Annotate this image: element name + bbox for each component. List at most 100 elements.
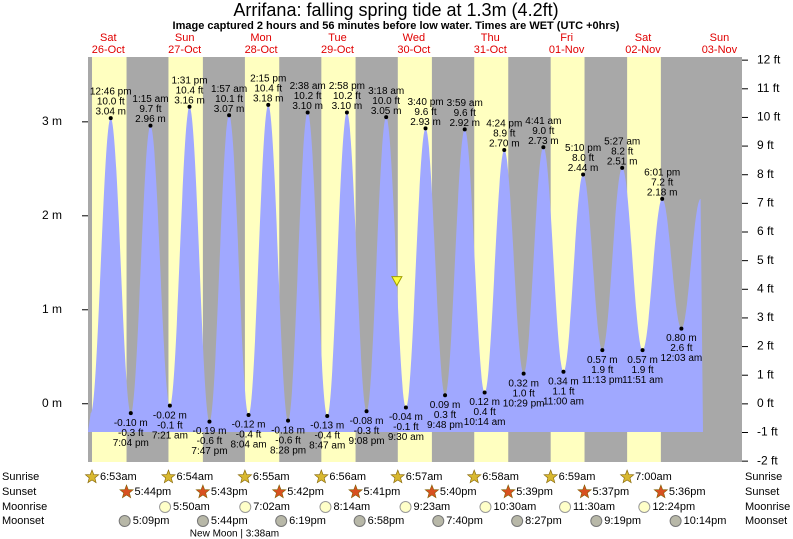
y-tick-label: 0 m (42, 396, 62, 410)
tide-m: 2.18 m (647, 188, 678, 199)
moonrise-icon (159, 501, 172, 513)
tide-time: 9:48 pm (427, 420, 463, 431)
tide-point (679, 326, 684, 331)
sunrise-icon (543, 469, 559, 484)
tide-time: 1:57 am (211, 84, 247, 95)
tide-ft: 8.9 ft (493, 129, 515, 140)
tide-point (640, 348, 645, 353)
tide-time: 3:59 am (447, 98, 483, 109)
row-label: Sunset (2, 486, 36, 498)
moonset-time: 6:58pm (368, 515, 405, 527)
y2-tick-label: 1 ft (757, 367, 774, 381)
sunrise-icon (466, 469, 482, 484)
y2-tick-label: 3 ft (757, 310, 774, 324)
tide-point (187, 104, 192, 109)
tide-time: 5:27 am (604, 137, 640, 148)
tide-time: 11:13 pm (582, 375, 623, 386)
moonrise-icon (479, 501, 492, 513)
tide-ft: 10.4 ft (176, 85, 204, 96)
tide-m: -0.19 m (193, 426, 227, 437)
sunset-time: 5:44pm (135, 486, 172, 498)
tide-ft: 1.1 ft (552, 386, 574, 397)
sunrise-icon (84, 469, 100, 484)
tide-point (660, 196, 665, 201)
tide-time: 4:24 pm (486, 119, 522, 130)
tide-time: 10:14 am (464, 417, 506, 428)
tide-m: 2.51 m (607, 157, 638, 168)
moonset-time: 10:14pm (684, 515, 727, 527)
moonrise-time: 5:50am (173, 501, 210, 513)
sunset-time: 5:39pm (516, 486, 553, 498)
tide-point (128, 411, 133, 416)
tide-m: 0.12 m (469, 397, 500, 408)
day-date: 27-Oct (168, 44, 201, 56)
tide-m: -0.02 m (153, 410, 187, 421)
tide-time: 8:28 pm (270, 445, 306, 456)
day-name: Sat (100, 32, 117, 44)
tide-point (325, 413, 330, 418)
tide-m: 2.92 m (449, 118, 480, 129)
y-tick-label: 1 m (42, 302, 62, 316)
tide-m: 3.10 m (332, 101, 363, 112)
row-label-right: Sunset (745, 486, 779, 498)
day-date: 01-Nov (549, 44, 585, 56)
tide-time: 10:29 pm (503, 398, 545, 409)
y-tick-label: 2 m (42, 208, 62, 222)
tide-m: -0.04 m (389, 412, 423, 423)
moonrise-icon (239, 501, 252, 513)
sunset-time: 5:36pm (669, 486, 706, 498)
tide-point (286, 418, 291, 423)
row-label-right: Moonrise (745, 501, 790, 513)
tide-point (443, 393, 448, 398)
tide-time: 11:51 am (622, 375, 663, 386)
tide-m: -0.13 m (310, 421, 344, 432)
sunset-time: 5:41pm (364, 486, 401, 498)
sunset-time: 5:43pm (211, 486, 248, 498)
tide-point (521, 371, 526, 376)
y2-tick-label: 10 ft (757, 110, 781, 124)
tide-point (305, 110, 310, 115)
moonrise-icon (399, 501, 412, 513)
day-name: Thu (481, 32, 500, 44)
day-name: Mon (250, 32, 271, 44)
tide-ft: 10.0 ft (97, 97, 125, 108)
tide-point (541, 145, 546, 150)
tide-m: 0.32 m (508, 378, 539, 389)
sunrise-icon (237, 469, 253, 484)
sunset-time: 5:37pm (593, 486, 630, 498)
sunrise-time: 6:57am (406, 471, 443, 483)
tide-area (88, 104, 703, 433)
tide-ft: 7.2 ft (651, 178, 673, 189)
tide-point (384, 115, 389, 120)
y2-tick-label: 7 ft (757, 196, 774, 210)
tide-m: -0.12 m (232, 420, 266, 431)
tide-point (148, 123, 153, 128)
moonset-icon (275, 515, 288, 527)
sunset-time: 5:40pm (440, 486, 477, 498)
moonrise-time: 7:02am (253, 501, 290, 513)
sunrise-icon (313, 469, 329, 484)
tide-m: 0.80 m (666, 333, 697, 344)
tide-point (227, 113, 232, 118)
tide-ft: 9.7 ft (139, 104, 161, 115)
moonrise-time: 11:30am (573, 501, 615, 513)
row-label: Moonrise (2, 501, 47, 513)
moonset-time: 6:19pm (289, 515, 326, 527)
tide-m: 2.93 m (410, 117, 441, 128)
tide-point (246, 413, 251, 418)
tide-ft: 2.6 ft (670, 343, 692, 354)
sunrise-time: 6:53am (100, 471, 137, 483)
tide-point (266, 102, 271, 107)
moonrise-icon (638, 501, 651, 513)
y2-tick-label: 8 ft (757, 167, 774, 181)
moonset-icon (590, 515, 603, 527)
sunset-icon (500, 484, 516, 499)
tide-point (600, 348, 605, 353)
tide-ft: 8.2 ft (611, 147, 633, 158)
tide-ft: 0.4 ft (474, 407, 496, 418)
tide-time: 3:18 am (368, 86, 404, 97)
tide-time: 12:46 pm (90, 87, 132, 98)
tide-ft: 10.4 ft (254, 84, 282, 95)
moonrise-icon (559, 501, 572, 513)
